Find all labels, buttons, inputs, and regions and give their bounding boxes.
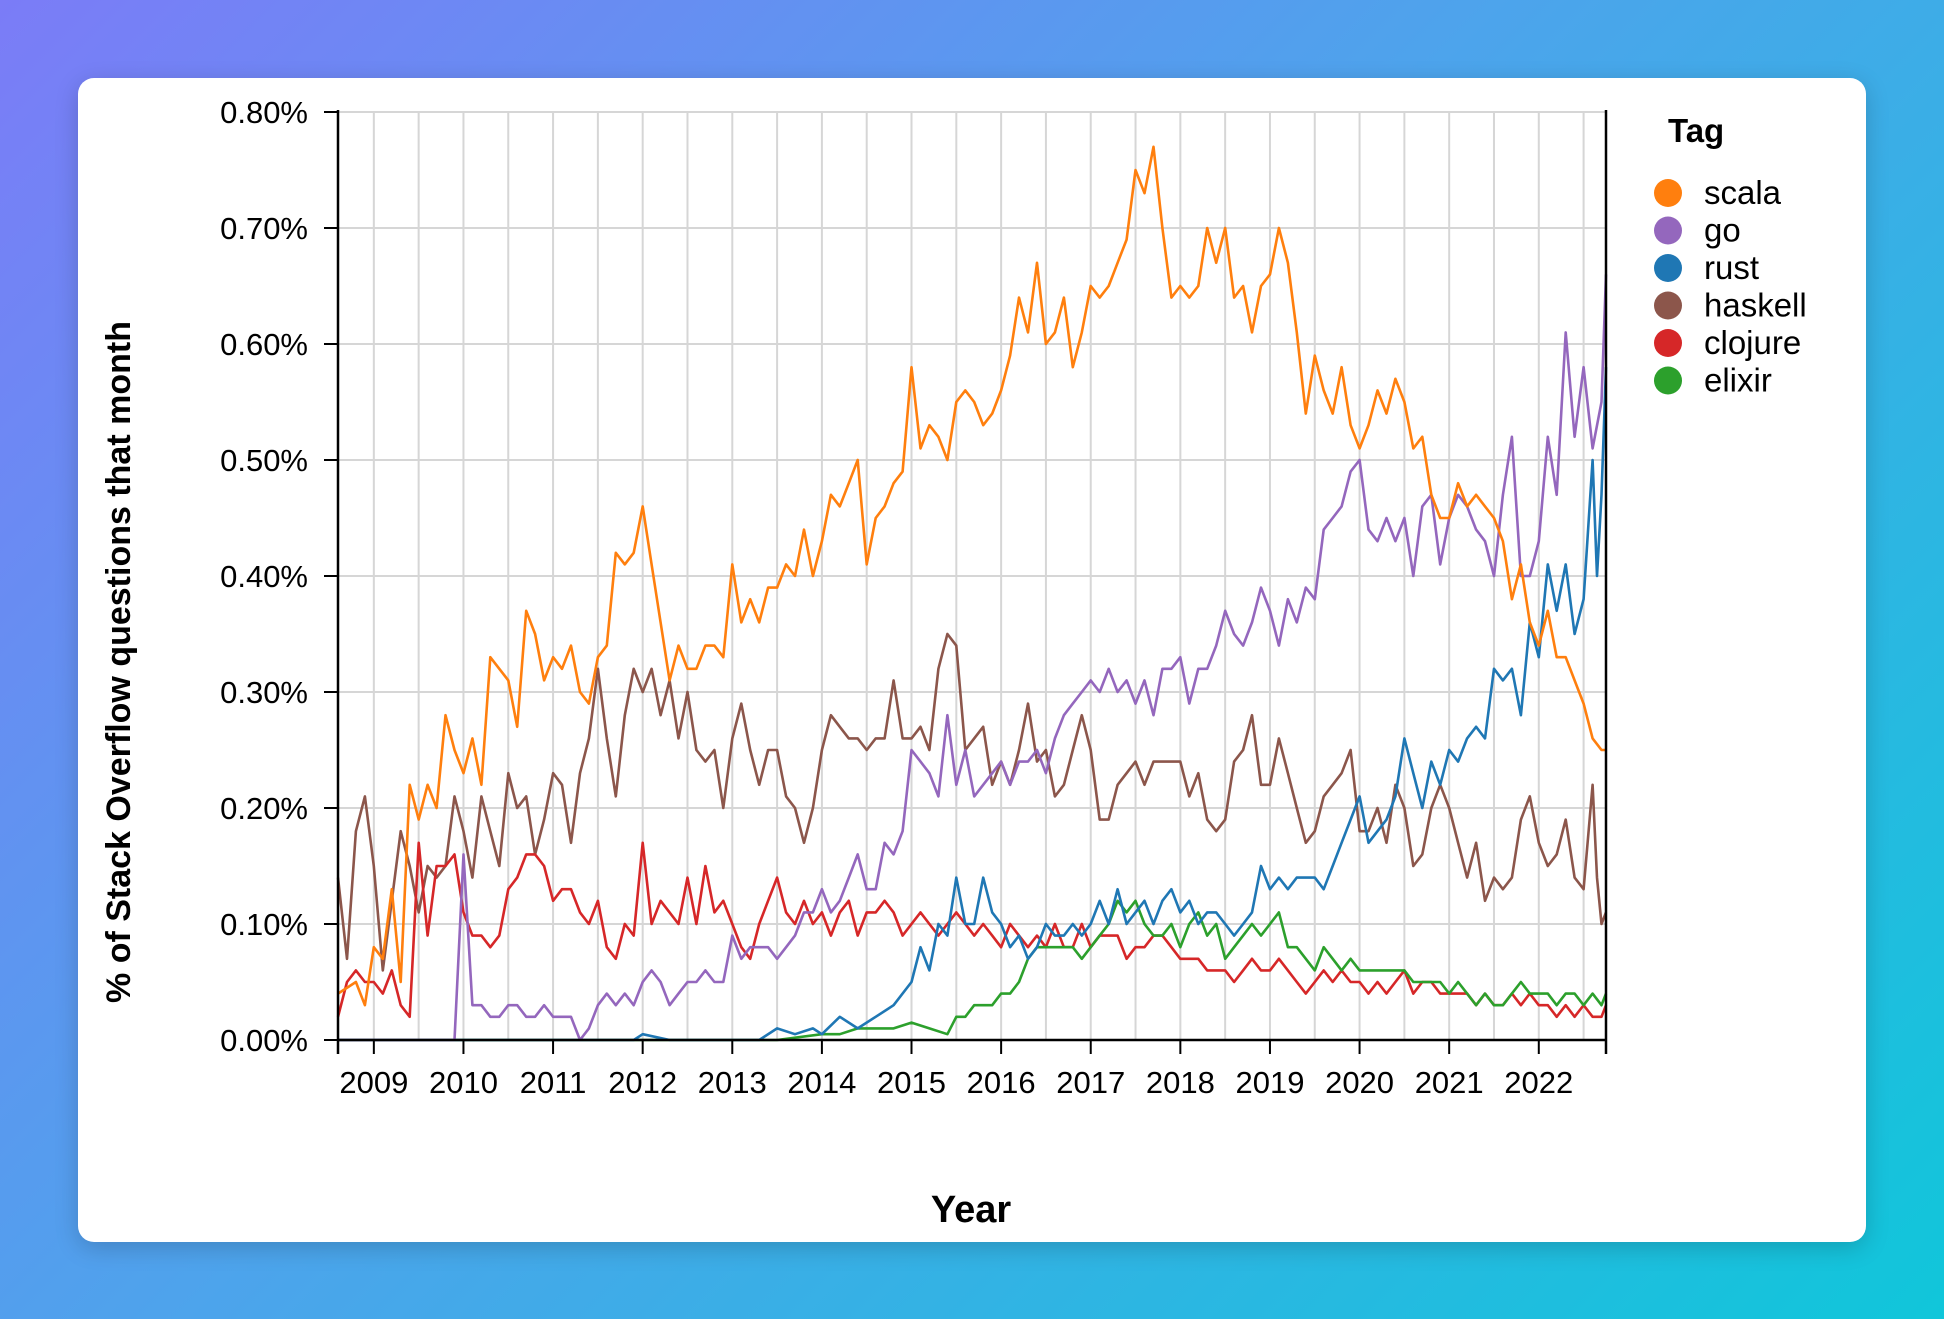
legend-swatch-rust bbox=[1654, 254, 1682, 282]
legend-label-rust: rust bbox=[1704, 249, 1759, 286]
x-tick-label: 2019 bbox=[1235, 1065, 1304, 1100]
legend-title: Tag bbox=[1668, 112, 1724, 149]
series-line-scala bbox=[337, 145, 1606, 1007]
x-tick-label: 2013 bbox=[698, 1065, 767, 1100]
legend-label-clojure: clojure bbox=[1704, 324, 1801, 361]
legend-swatch-clojure bbox=[1654, 329, 1682, 357]
x-tick-label: 2018 bbox=[1146, 1065, 1215, 1100]
x-tick-label: 2010 bbox=[429, 1065, 498, 1100]
y-tick-label: 0.20% bbox=[220, 791, 308, 826]
legend-label-elixir: elixir bbox=[1704, 362, 1772, 399]
x-tick-label: 2009 bbox=[339, 1065, 408, 1100]
y-tick-label: 0.10% bbox=[220, 907, 308, 942]
y-tick-label: 0.70% bbox=[220, 211, 308, 246]
legend-label-go: go bbox=[1704, 212, 1741, 249]
legend-label-haskell: haskell bbox=[1704, 287, 1807, 324]
x-tick-label: 2020 bbox=[1325, 1065, 1394, 1100]
series-layer bbox=[336, 145, 1608, 1042]
legend-swatch-elixir bbox=[1654, 366, 1682, 395]
y-tick-label: 0.50% bbox=[220, 443, 308, 478]
axes: 0.00% 0.10% 0.20% 0.30% 0.40% 0.50% 0.60% 0.70%… bbox=[220, 95, 1608, 1100]
series-line-elixir bbox=[338, 899, 1608, 1042]
x-tick-label: 2021 bbox=[1415, 1065, 1484, 1100]
legend-swatch-haskell bbox=[1654, 291, 1682, 320]
y-tick-label: 0.30% bbox=[220, 675, 308, 710]
series-line-rust bbox=[338, 367, 1608, 1042]
legend-label-scala: scala bbox=[1704, 174, 1782, 211]
y-axis-label: % of Stack Overflow questions that month bbox=[100, 321, 138, 1003]
legend-swatch-scala bbox=[1654, 179, 1682, 207]
grid bbox=[338, 111, 1606, 1041]
y-tick-label: 0.60% bbox=[220, 327, 308, 362]
x-tick-label: 2017 bbox=[1056, 1065, 1125, 1100]
x-tick-label: 2014 bbox=[787, 1065, 856, 1100]
series-line-clojure bbox=[336, 841, 1608, 1019]
y-tick-label: 0.40% bbox=[220, 559, 308, 594]
x-axis-label: Year bbox=[931, 1189, 1012, 1231]
y-tick-label: 0.80% bbox=[220, 95, 308, 130]
x-tick-label: 2016 bbox=[967, 1065, 1036, 1100]
series-line-go bbox=[338, 274, 1608, 1042]
legend-swatch-go bbox=[1654, 216, 1682, 245]
x-tick-label: 2015 bbox=[877, 1065, 946, 1100]
x-tick-label: 2022 bbox=[1504, 1065, 1573, 1100]
series-line-haskell bbox=[336, 632, 1608, 972]
x-tick-label: 2012 bbox=[608, 1065, 677, 1100]
x-tick-label: 2011 bbox=[520, 1065, 587, 1100]
y-tick-label: 0.00% bbox=[220, 1023, 308, 1058]
